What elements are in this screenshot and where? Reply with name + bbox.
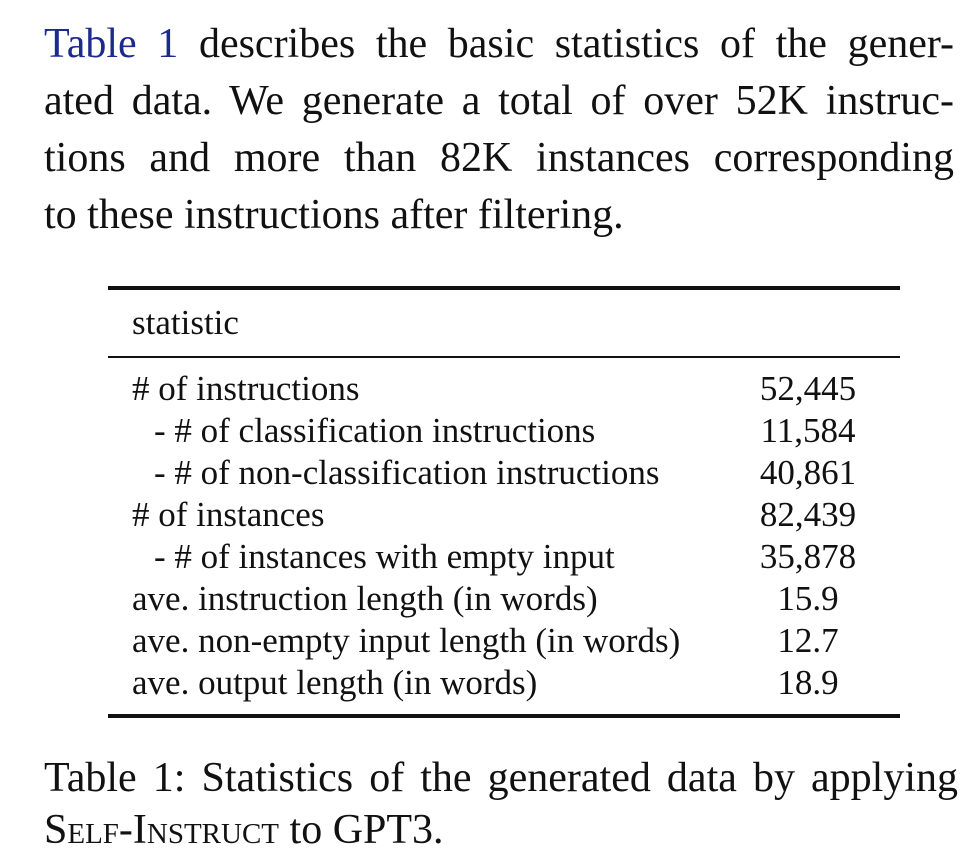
- table-row: - # of non-classification instructions 4…: [108, 452, 900, 494]
- row-label: - # of non-classification instructions: [154, 453, 660, 492]
- row-label: ave. instruction length (in words): [132, 579, 598, 618]
- paragraph-line-3: tions and more than 82K instances corres…: [44, 135, 954, 181]
- row-value: 52,445: [759, 369, 857, 408]
- statistics-table: statistic # of instructions 52,445 - # o…: [108, 286, 900, 718]
- row-value: 35,878: [759, 537, 857, 576]
- table-body: # of instructions 52,445 - # of classifi…: [108, 358, 900, 714]
- table-top-rule: [108, 286, 900, 290]
- row-label: # of instances: [132, 495, 325, 534]
- table-row: ave. non-empty input length (in words) 1…: [108, 620, 900, 662]
- table-header-statistic: statistic: [132, 303, 239, 342]
- row-label: ave. output length (in words): [132, 663, 538, 702]
- caption-line-2: Self-Instruct to GPT3.: [44, 804, 958, 856]
- table-row: ave. instruction length (in words) 15.9: [108, 578, 900, 620]
- table-row: - # of classification instructions 11,58…: [108, 410, 900, 452]
- table-bottom-rule: [108, 714, 900, 718]
- body-paragraph: Table 1 describes the basic statistics o…: [44, 16, 954, 244]
- caption-line-1: Table 1: Statistics of the generated dat…: [44, 755, 958, 801]
- table-reference-link[interactable]: Table 1: [44, 21, 179, 67]
- table-mid-rule: [108, 356, 900, 358]
- table-row: - # of instances with empty input 35,878: [108, 536, 900, 578]
- row-value: 12.7: [777, 621, 839, 660]
- table-row: # of instances 82,439: [108, 494, 900, 536]
- paragraph-line-2: ated data. We generate a total of over 5…: [44, 78, 954, 124]
- row-value: 11,584: [760, 411, 856, 450]
- row-value: 40,861: [759, 453, 857, 492]
- table-caption: Table 1: Statistics of the generated dat…: [44, 752, 958, 856]
- method-name: Self-Instruct: [44, 807, 280, 853]
- table-header-row: statistic: [108, 290, 900, 356]
- paragraph-line-1-text: describes the basic statistics of the ge…: [178, 21, 954, 67]
- caption-line-2-text: to GPT3.: [279, 807, 444, 853]
- row-value: 82,439: [759, 495, 857, 534]
- paragraph-line-4: to these instructions after filtering.: [44, 192, 624, 238]
- row-value: 18.9: [777, 663, 839, 702]
- row-label: - # of classification instructions: [154, 411, 596, 450]
- paragraph-line-1: Table 1 describes the basic statistics o…: [44, 16, 954, 73]
- row-label: - # of instances with empty input: [154, 537, 615, 576]
- row-value: 15.9: [777, 579, 839, 618]
- table-row: ave. output length (in words) 18.9: [108, 662, 900, 704]
- row-label: # of instructions: [132, 369, 360, 408]
- row-label: ave. non-empty input length (in words): [132, 621, 681, 660]
- table-row: # of instructions 52,445: [108, 368, 900, 410]
